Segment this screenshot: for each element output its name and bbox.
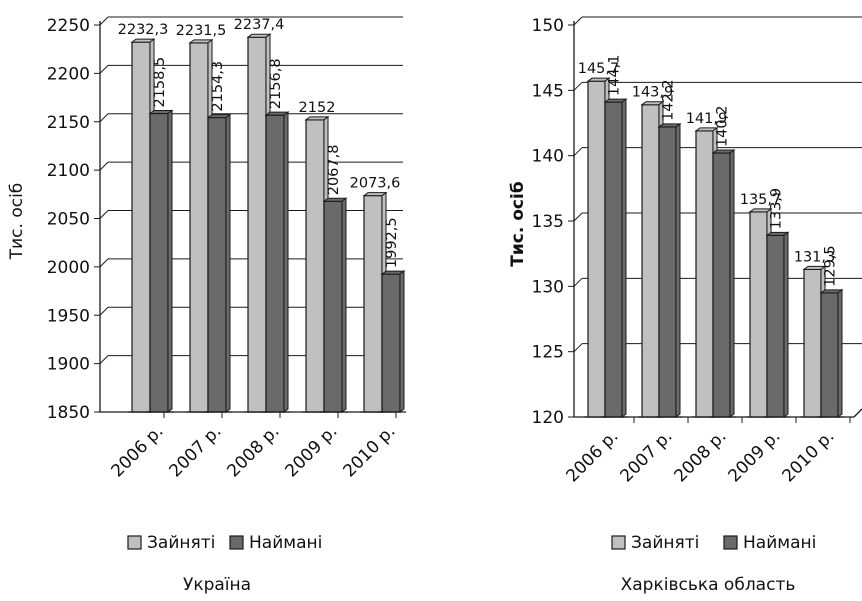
gridline-depth: [573, 343, 583, 353]
gridline-depth: [99, 210, 109, 219]
legend-label: Наймані: [249, 533, 322, 553]
data-label: 129,5: [823, 245, 839, 287]
data-label: 2231,5: [176, 23, 227, 39]
data-label: 2154,3: [210, 61, 226, 112]
gridline-depth: [99, 65, 109, 74]
data-label: 143,9: [632, 85, 674, 101]
gridline-depth: [573, 212, 583, 222]
chart-1: 1850 1900 1950 2000 2050 2100 2150 2200 2250 2232…: [7, 16, 406, 595]
legend-label: Наймані: [743, 533, 816, 553]
gridline-depth: [99, 258, 109, 268]
y-tick-label: 1950: [47, 306, 90, 326]
data-label: 142,2: [661, 79, 677, 121]
x-tick-label: 2008 р.: [671, 426, 731, 486]
y-tick-label: 135: [532, 212, 564, 232]
data-label: 2152: [299, 100, 336, 116]
data-label: 2073,6: [350, 176, 401, 192]
y-tick-label: 140: [532, 147, 564, 167]
legend-label: Зайняті: [147, 533, 215, 553]
y-tick-label: 2200: [47, 64, 90, 84]
y-tick-label: 2250: [47, 16, 90, 36]
x-tick-label: 2010 р.: [340, 421, 400, 481]
y-tick-label: 2050: [47, 210, 90, 230]
bar-naimani: [262, 111, 290, 413]
bar-naimani: [709, 149, 736, 418]
y-axis-title: Тис. осіб: [508, 181, 528, 267]
data-label: 131,3: [794, 249, 836, 265]
gridline-depth: [99, 16, 109, 26]
legend-swatch: [611, 535, 626, 550]
y-tick-label: 1850: [47, 403, 90, 423]
gridline-depth: [573, 277, 583, 287]
data-label: 133,9: [769, 188, 785, 230]
bar-naimani: [655, 122, 682, 418]
legend: Зайняті Наймані: [127, 533, 322, 553]
y-tick-label: 1900: [47, 355, 90, 375]
x-tick-label: 2009 р.: [725, 426, 785, 486]
data-label: 2237,4: [234, 17, 285, 33]
chart-caption: Харківська область: [621, 575, 796, 595]
data-label: 2067,8: [326, 145, 342, 196]
bar-naimani: [817, 288, 844, 418]
legend-label: Зайняті: [631, 533, 699, 553]
gridline-depth: [99, 161, 109, 171]
y-axis-title: Тис. осіб: [7, 183, 27, 261]
gridline-depth: [573, 16, 583, 26]
x-tick-label: 2009 р.: [282, 421, 342, 481]
legend: Зайняті Наймані: [611, 533, 816, 553]
bar-naimani: [320, 197, 348, 413]
bar-naimani: [601, 98, 628, 418]
legend-swatch: [229, 535, 244, 550]
chart-caption: Україна: [183, 575, 251, 595]
bar-naimani: [378, 270, 406, 413]
y-tick-label: 145: [532, 81, 564, 101]
legend-swatch: [723, 535, 738, 550]
y-tick-label: 130: [532, 277, 564, 297]
y-tick-label: 2000: [47, 258, 90, 278]
legend-swatch: [127, 535, 142, 550]
data-label: 135,7: [740, 192, 782, 208]
bar-naimani: [204, 113, 232, 413]
y-tick-label: 125: [532, 343, 564, 363]
x-tick-label: 2008 р.: [224, 421, 284, 481]
x-tick-label: 2007 р.: [617, 426, 677, 486]
bar-naimani: [146, 109, 174, 413]
x-tick-label: 2007 р.: [166, 421, 226, 481]
gridline-depth: [573, 81, 583, 91]
data-label: 140,2: [715, 106, 731, 148]
gridline-depth: [573, 147, 583, 157]
x-tick-label: 2006 р.: [108, 421, 168, 481]
data-label: 2156,8: [268, 58, 284, 109]
x-tick-label: 2006 р.: [563, 426, 623, 486]
bar-naimani: [763, 231, 790, 418]
gridline-depth: [99, 306, 109, 316]
data-label: 145,7: [578, 61, 620, 77]
y-tick-label: 150: [532, 16, 564, 36]
data-label: 2158,5: [152, 57, 168, 108]
data-label: 144,1: [607, 55, 623, 97]
gridline-depth: [99, 113, 109, 123]
data-label: 141,9: [686, 111, 728, 127]
gridline-depth: [99, 355, 109, 364]
data-label: 2232,3: [118, 22, 169, 38]
x-axis-depth: [853, 408, 862, 418]
y-tick-label: 120: [532, 408, 564, 428]
y-tick-label: 2150: [47, 113, 90, 133]
y-tick-label: 2100: [47, 161, 90, 181]
data-label: 1992,5: [384, 217, 400, 268]
x-tick-label: 2010 р.: [779, 426, 839, 486]
